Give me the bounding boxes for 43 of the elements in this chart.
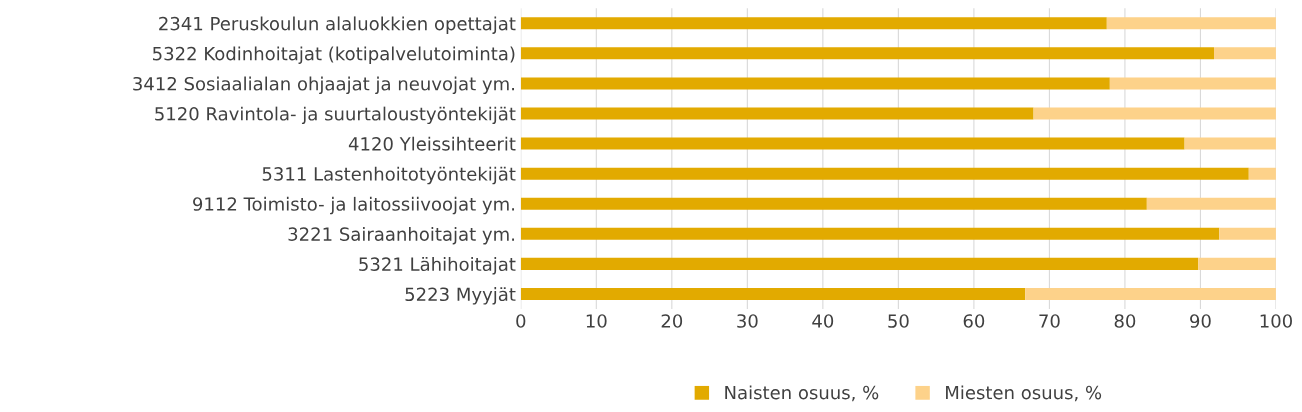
x-tick-label: 100 (1260, 314, 1292, 328)
bar (1146, 197, 1276, 210)
y-tick-label: 5321 Lähihoitajat (359, 257, 516, 275)
y-tick-label: 9112 Toimisto- ja laitossiivoojat ym. (193, 196, 514, 215)
x-tick-label: 80 (1114, 314, 1136, 328)
x-tick-label: 0 (516, 314, 526, 328)
x-tick-label: 10 (586, 314, 607, 328)
bar (520, 77, 1110, 90)
x-tick-label: 40 (812, 314, 834, 328)
bar (520, 227, 1220, 240)
y-tick-label: 3412 Sosiaalialan ohjaajat ja neuvojat ym. (133, 76, 514, 95)
y-tick-label: 4120 Yleissihteerit (348, 136, 516, 151)
bar (1214, 47, 1276, 60)
x-tick-label: 90 (1190, 314, 1211, 328)
bar (1198, 257, 1276, 270)
y-tick-label: 5311 Lastenhoitotyöntekijät (262, 166, 516, 185)
bar (520, 167, 1249, 180)
y-tick-label: 5120 Ravintola- ja suurtaloustyöntekijät (155, 106, 516, 125)
y-tick-label: 5223 Myyjät (405, 287, 516, 305)
y-tick-label: 5322 Kodinhoitajat (kotipalvelutoiminta) (153, 46, 515, 64)
bar (1248, 167, 1276, 180)
y-tick-label: 3221 Sairaanhoitajat ym. (288, 226, 514, 245)
x-tick-label: 50 (888, 314, 909, 328)
bar (520, 287, 1026, 300)
legend-label: Naisten osuus, % (725, 385, 879, 402)
bar (520, 257, 1199, 270)
bar (1106, 17, 1276, 30)
x-tick-label: 30 (737, 314, 758, 328)
bar (520, 47, 1215, 60)
x-tick-label: 20 (661, 314, 683, 328)
bar (1033, 107, 1276, 120)
bar (520, 137, 1185, 150)
bar (520, 107, 1034, 120)
bar (1184, 137, 1276, 150)
bar (1109, 77, 1276, 90)
x-tick-label: 60 (963, 314, 985, 328)
bar (520, 197, 1147, 210)
y-tick-label: 2341 Peruskoulun alaluokkien opettajat (159, 16, 516, 34)
legend-label: Miesten osuus, % (946, 385, 1102, 402)
bar (1025, 287, 1276, 300)
x-tick-label: 70 (1039, 314, 1060, 328)
bar (520, 17, 1107, 30)
bar (1219, 227, 1276, 240)
